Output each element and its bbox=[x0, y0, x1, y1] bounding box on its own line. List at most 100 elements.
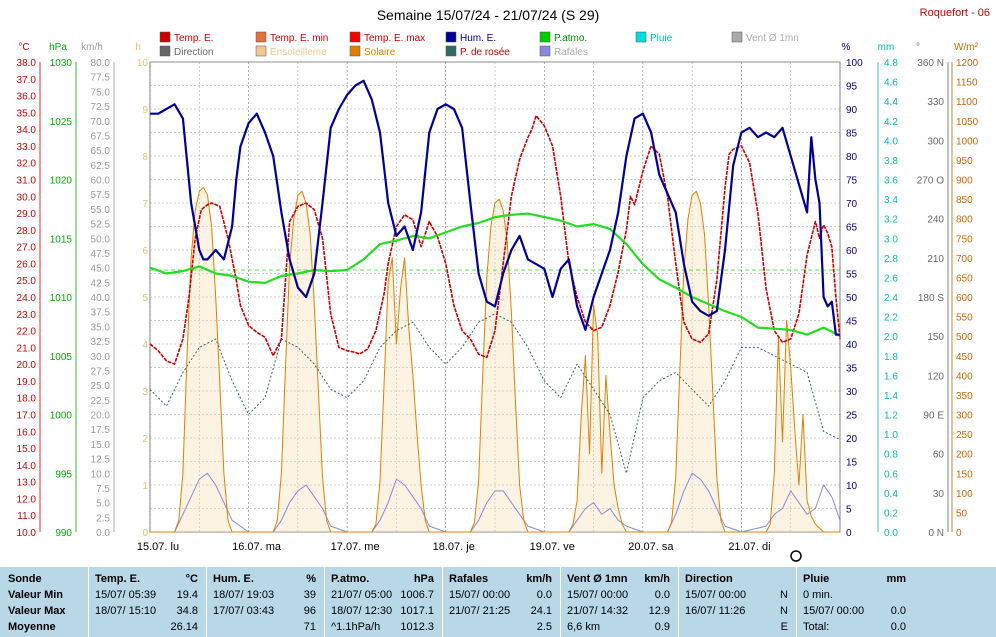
tick-label: 27.5 bbox=[91, 366, 111, 377]
series-p-atmo- bbox=[149, 212, 841, 337]
dir-moy-value: E bbox=[780, 621, 788, 633]
tick-label: 995 bbox=[55, 469, 72, 480]
tick-label: 2.0 bbox=[884, 332, 898, 343]
chart-title: Semaine 15/07/24 - 21/07/24 (S 29) bbox=[377, 7, 600, 23]
tick-label: 1.2 bbox=[884, 411, 898, 422]
x-tick-label: 15.07. lu bbox=[137, 541, 179, 553]
hum-max-date: 17/07/ 03:43 bbox=[213, 605, 275, 617]
tick-label: 5 bbox=[142, 293, 148, 304]
legend-label: Pluie bbox=[650, 33, 673, 44]
wind-unit: km/h bbox=[644, 573, 670, 585]
tick-label: 90 bbox=[846, 105, 858, 116]
press-min-value: 1006.7 bbox=[400, 589, 434, 601]
legend-label: Temp. E. max bbox=[364, 33, 425, 44]
tick-label: 55.0 bbox=[91, 205, 111, 216]
wind-max-date: 21/07/ 14:32 bbox=[567, 605, 629, 617]
tick-label: 31.0 bbox=[17, 176, 37, 187]
tick-label: 1150 bbox=[956, 78, 978, 89]
tick-label: 70 bbox=[846, 199, 858, 210]
tick-label: 13.0 bbox=[17, 478, 37, 489]
tick-label: 3 bbox=[142, 387, 148, 398]
stats-gusts: Rafales km/h 15/07/ 00:00 0.0 21/07/ 21:25… bbox=[443, 567, 560, 637]
tick-label: 0.4 bbox=[884, 489, 898, 500]
tick-label: 60 bbox=[846, 246, 858, 257]
tick-label: 100 bbox=[956, 489, 973, 500]
grid bbox=[149, 61, 841, 533]
tick-label: 850 bbox=[956, 195, 973, 206]
tick-label: 70.0 bbox=[91, 117, 111, 128]
tick-label: 5 bbox=[846, 505, 852, 516]
series-lines bbox=[149, 79, 841, 533]
tick-label: 3.4 bbox=[884, 195, 898, 206]
gust-min-date: 15/07/ 00:00 bbox=[449, 589, 511, 601]
tick-label: 270 O bbox=[917, 176, 944, 187]
tick-label: 32.5 bbox=[91, 337, 111, 348]
tick-label: 650 bbox=[956, 273, 973, 284]
tick-label: 4.4 bbox=[884, 97, 898, 108]
tick-label: 47.5 bbox=[91, 249, 111, 260]
tick-label: 1.6 bbox=[884, 371, 898, 382]
unit-label: ° bbox=[916, 42, 920, 53]
tick-label: 800 bbox=[956, 215, 973, 226]
stats-direction: Direction 15/07/ 00:00 N 16/07/ 11:26 N E bbox=[679, 567, 796, 637]
stats-table: Sonde Valeur Min Valeur Max Moyenne Temp… bbox=[0, 567, 996, 637]
gust-min-value: 0.0 bbox=[536, 589, 552, 601]
tick-label: 38.0 bbox=[17, 58, 37, 69]
dir-title: Direction bbox=[685, 573, 733, 585]
legend-label: Vent Ø 1mn bbox=[746, 33, 799, 44]
legend-label: Direction bbox=[174, 47, 213, 58]
press-unit: hPa bbox=[413, 573, 434, 585]
tick-label: 1.8 bbox=[884, 352, 898, 363]
tick-label: 550 bbox=[956, 313, 973, 324]
tick-label: 80 bbox=[846, 152, 858, 163]
tick-label: 30.0 bbox=[91, 352, 111, 363]
temp-max-value: 34.8 bbox=[176, 605, 198, 617]
tick-label: 37.5 bbox=[91, 308, 111, 319]
rain-min-label: 0 min. bbox=[803, 589, 833, 601]
stats-temp: Temp. E. °C 15/07/ 05:39 19.4 18/07/ 15:10… bbox=[89, 567, 206, 637]
x-tick-label: 16.07. ma bbox=[232, 541, 282, 553]
tick-label: 180 S bbox=[918, 293, 944, 304]
tick-label: 300 bbox=[956, 411, 973, 422]
tick-label: 20.0 bbox=[17, 360, 37, 371]
tick-label: 30 bbox=[933, 489, 945, 500]
tick-label: 2.8 bbox=[884, 254, 898, 265]
gust-moy-value: 2.5 bbox=[536, 621, 552, 633]
tick-label: 10.0 bbox=[17, 528, 37, 539]
tick-label: 30 bbox=[846, 387, 858, 398]
tick-label: 0 bbox=[956, 528, 962, 539]
tick-label: 25 bbox=[846, 411, 858, 422]
temp-moy-value: 26.14 bbox=[170, 621, 198, 633]
tick-label: 35.0 bbox=[91, 322, 111, 333]
tick-label: 210 bbox=[927, 254, 944, 265]
hum-max-value: 96 bbox=[303, 605, 316, 617]
tick-label: 40.0 bbox=[91, 293, 111, 304]
press-moy-value: 1012.3 bbox=[400, 621, 434, 633]
weather-chart: Semaine 15/07/24 - 21/07/24 (S 29) Roque… bbox=[17, 7, 990, 562]
hum-min-value: 39 bbox=[303, 589, 316, 601]
dir-max-date: 16/07/ 11:26 bbox=[685, 605, 746, 617]
legend-label: Rafales bbox=[554, 47, 588, 58]
tick-label: 42.5 bbox=[91, 278, 111, 289]
rain-unit: mm bbox=[886, 573, 906, 585]
tick-label: 3.0 bbox=[884, 234, 898, 245]
rain-total-value: 0.0 bbox=[890, 621, 906, 633]
tick-label: 35 bbox=[846, 364, 858, 375]
tick-label: 75.0 bbox=[91, 87, 111, 98]
tick-label: 1.0 bbox=[884, 430, 898, 441]
tick-label: 65.0 bbox=[91, 146, 111, 157]
tick-label: 0.8 bbox=[884, 450, 898, 461]
tick-label: 60.0 bbox=[91, 176, 111, 187]
tick-label: 990 bbox=[55, 528, 72, 539]
tick-label: 3.6 bbox=[884, 176, 898, 187]
legend-swatch bbox=[539, 45, 551, 57]
tick-label: 25.0 bbox=[17, 276, 37, 287]
legend-swatch bbox=[445, 31, 457, 43]
station-name: Roquefort - 06 bbox=[920, 7, 990, 19]
tick-label: 28.0 bbox=[17, 226, 37, 237]
tick-label: 0.0 bbox=[96, 528, 110, 539]
legend-label: P. de rosée bbox=[460, 47, 510, 58]
tick-label: 33.0 bbox=[17, 142, 37, 153]
rain-max-date: 15/07/ 00:00 bbox=[803, 605, 865, 617]
tick-label: 32.0 bbox=[17, 159, 37, 170]
